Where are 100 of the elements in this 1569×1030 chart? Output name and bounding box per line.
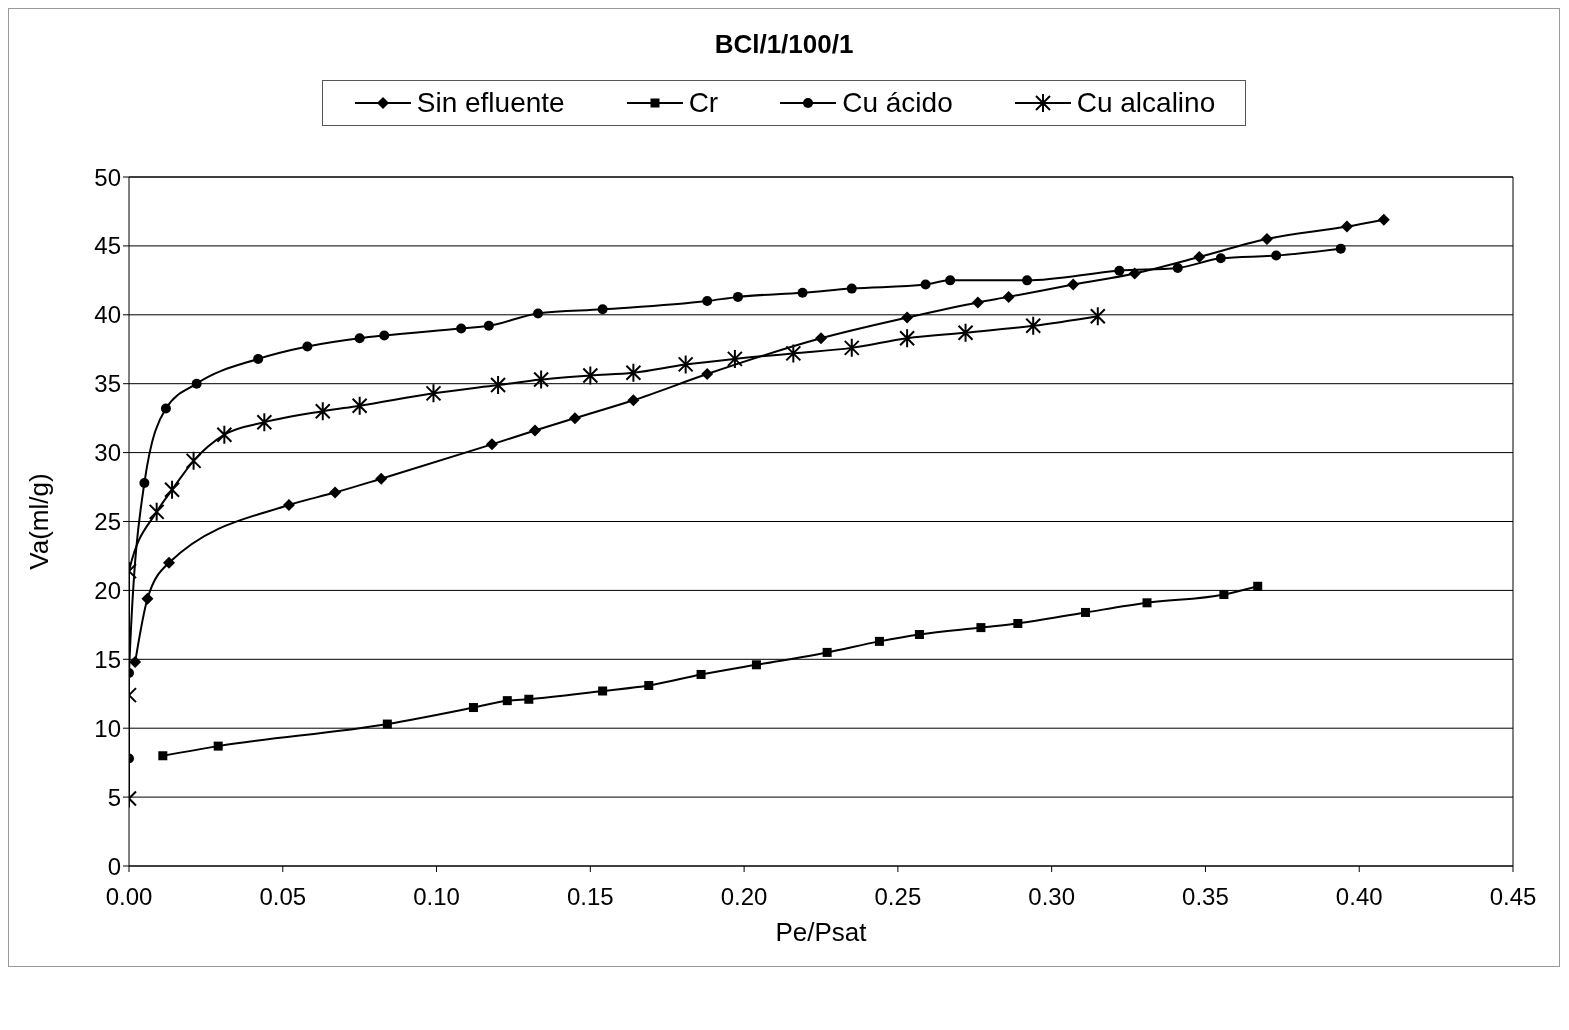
point bbox=[490, 375, 507, 396]
legend-label: Cu alcalino bbox=[1076, 87, 1216, 119]
point bbox=[582, 365, 599, 386]
x-tick-label: 0.00 bbox=[105, 883, 153, 911]
point bbox=[162, 556, 175, 569]
x-tick-label: 0.45 bbox=[1489, 883, 1537, 911]
x-tick-label: 0.15 bbox=[566, 883, 614, 911]
point bbox=[185, 450, 202, 471]
point bbox=[379, 330, 390, 341]
point bbox=[843, 337, 860, 358]
point bbox=[1172, 262, 1183, 273]
point bbox=[702, 296, 713, 307]
point bbox=[502, 696, 512, 706]
point bbox=[1219, 590, 1229, 600]
x-tick-label: 0.40 bbox=[1335, 883, 1383, 911]
point bbox=[732, 291, 743, 302]
y-tick-label: 30 bbox=[94, 439, 121, 467]
y-tick-label: 50 bbox=[94, 163, 121, 191]
point bbox=[164, 479, 181, 500]
y-tick-label: 10 bbox=[94, 714, 121, 742]
point bbox=[1260, 233, 1273, 246]
point bbox=[314, 401, 331, 422]
point bbox=[425, 383, 442, 404]
point bbox=[726, 348, 743, 369]
x-tick-label: 0.25 bbox=[874, 883, 922, 911]
point bbox=[598, 686, 608, 696]
point bbox=[677, 354, 694, 375]
point bbox=[533, 369, 550, 390]
point bbox=[1253, 581, 1263, 591]
point bbox=[644, 680, 654, 690]
point bbox=[627, 394, 640, 407]
point bbox=[129, 656, 142, 669]
point bbox=[456, 323, 467, 334]
point bbox=[1002, 290, 1015, 303]
point bbox=[148, 501, 165, 522]
point bbox=[846, 283, 857, 294]
point bbox=[139, 477, 150, 488]
point bbox=[256, 412, 273, 433]
point bbox=[976, 623, 986, 633]
point bbox=[797, 287, 808, 298]
point bbox=[751, 660, 761, 670]
point bbox=[785, 343, 802, 364]
point bbox=[158, 751, 168, 761]
point bbox=[701, 368, 714, 381]
point bbox=[1022, 275, 1033, 286]
point bbox=[302, 341, 313, 352]
x-tick-label: 0.30 bbox=[1028, 883, 1076, 911]
point bbox=[354, 333, 365, 344]
y-tick-label: 5 bbox=[107, 783, 121, 811]
point bbox=[1067, 278, 1080, 291]
legend-label: Cr bbox=[688, 87, 719, 119]
legend-label: Sin efluente bbox=[416, 87, 565, 119]
point bbox=[914, 630, 924, 639]
y-tick-label: 0 bbox=[107, 852, 121, 880]
point bbox=[253, 353, 264, 364]
point bbox=[528, 424, 541, 437]
y-tick-label: 35 bbox=[94, 370, 121, 398]
y-tick-label: 20 bbox=[94, 576, 121, 604]
point bbox=[815, 332, 827, 345]
point bbox=[971, 296, 984, 309]
point bbox=[329, 486, 342, 499]
point bbox=[1215, 253, 1226, 264]
point bbox=[945, 275, 956, 286]
point bbox=[382, 719, 392, 729]
point bbox=[216, 424, 233, 445]
point bbox=[468, 703, 478, 713]
point bbox=[141, 592, 154, 605]
point bbox=[213, 741, 223, 751]
point bbox=[1089, 306, 1106, 327]
point bbox=[957, 322, 974, 343]
point bbox=[1377, 213, 1390, 226]
point bbox=[1271, 250, 1282, 261]
x-tick-label: 0.20 bbox=[720, 883, 768, 911]
point bbox=[375, 472, 388, 485]
point bbox=[485, 438, 498, 451]
x-tick-label: 0.05 bbox=[259, 883, 307, 911]
point bbox=[1193, 250, 1206, 263]
point bbox=[351, 395, 368, 416]
point bbox=[1013, 618, 1023, 628]
x-axis-title: Pe/Psat bbox=[775, 917, 868, 947]
point bbox=[1340, 220, 1353, 233]
y-tick-label: 40 bbox=[94, 301, 121, 329]
point bbox=[920, 279, 931, 290]
point bbox=[483, 320, 494, 331]
y-tick-label: 15 bbox=[94, 645, 121, 673]
point bbox=[901, 311, 914, 324]
point bbox=[568, 412, 581, 425]
point bbox=[1128, 267, 1141, 280]
legend-label: Cu ácido bbox=[842, 87, 953, 119]
point bbox=[822, 647, 832, 657]
point bbox=[1025, 315, 1042, 336]
point bbox=[160, 403, 171, 414]
point bbox=[625, 362, 642, 383]
point bbox=[1335, 243, 1346, 254]
point bbox=[597, 304, 608, 315]
y-axis-title: Va(ml/g) bbox=[24, 473, 55, 570]
y-tick-label: 25 bbox=[94, 508, 121, 536]
point bbox=[899, 328, 916, 349]
x-tick-label: 0.10 bbox=[413, 883, 460, 911]
point bbox=[1081, 607, 1090, 617]
